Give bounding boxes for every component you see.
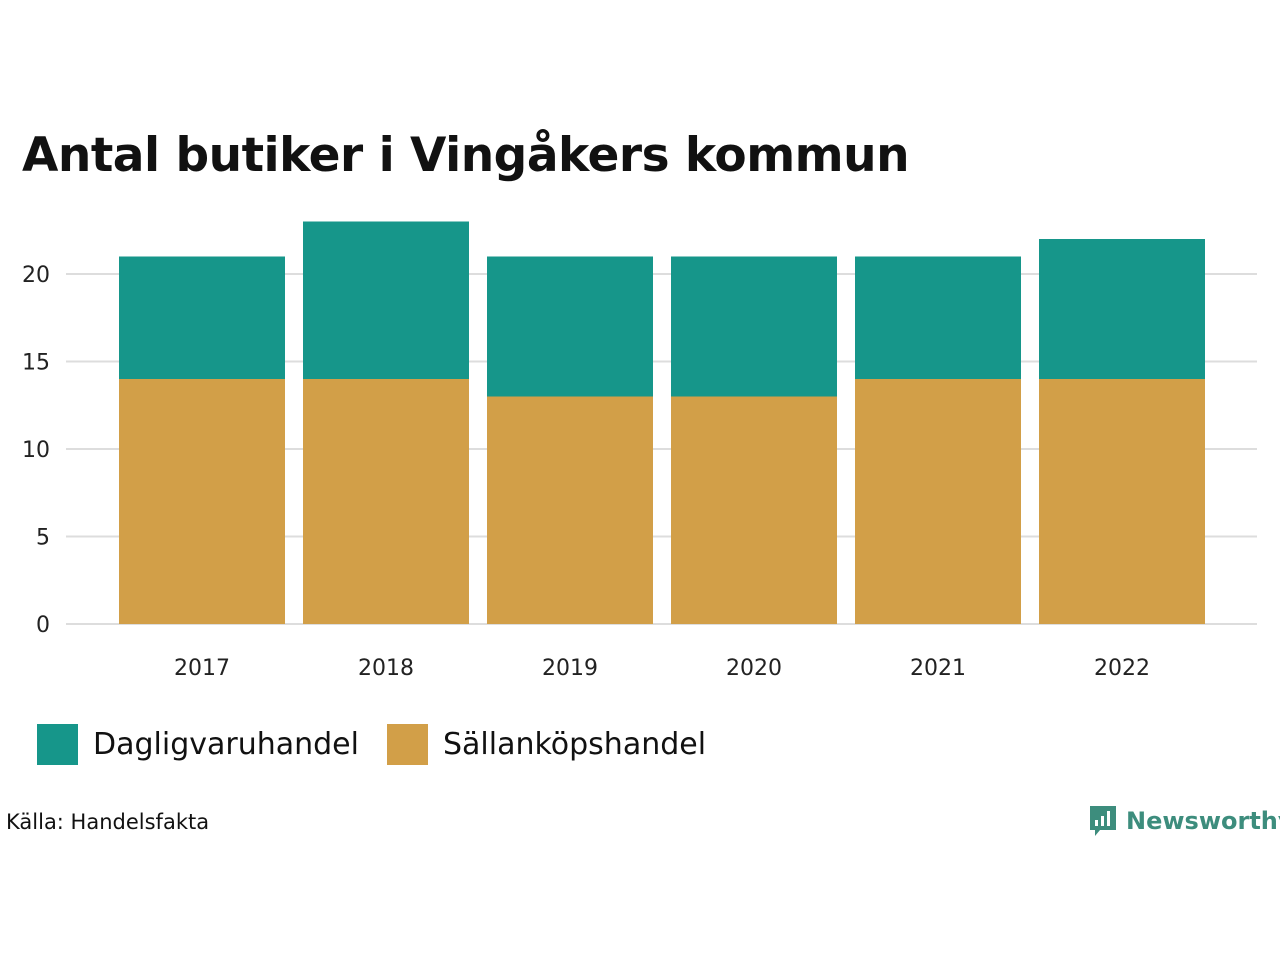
x-tick-label: 2018 <box>358 656 414 681</box>
legend-swatch-sallankopshandel <box>386 724 428 765</box>
y-tick-label: 15 <box>22 351 50 376</box>
legend-swatch-dagligvaruhandel <box>37 724 78 765</box>
bar-sallankopshandel-2018 <box>303 379 469 624</box>
bar-dagligvaruhandel-2018 <box>303 221 469 379</box>
y-tick-label: 0 <box>36 613 50 638</box>
y-tick-label: 20 <box>22 263 50 288</box>
bar-sallankopshandel-2022 <box>1039 379 1205 624</box>
x-tick-label: 2017 <box>174 656 230 681</box>
legend-label-sallankopshandel: Sällanköpshandel <box>442 727 707 762</box>
legend-label-dagligvaruhandel: Dagligvaruhandel <box>93 727 359 762</box>
bar-sallankopshandel-2017 <box>119 379 285 624</box>
chart-title: Antal butiker i Vingåkers kommun <box>22 128 910 183</box>
bar-dagligvaruhandel-2022 <box>1039 239 1205 379</box>
y-tick-label: 5 <box>36 526 50 551</box>
x-tick-label: 2022 <box>1094 656 1150 681</box>
brand-logo: Newsworthy <box>1088 804 1280 838</box>
bar-sallankopshandel-2019 <box>487 396 653 624</box>
bar-dagligvaruhandel-2021 <box>855 256 1021 379</box>
brand-name: Newsworthy <box>1126 807 1280 835</box>
stacked-bar-chart: 0 5 10 15 20 2017 2018 2019 2020 2021 2022 <box>22 221 1257 681</box>
bar-sallankopshandel-2020 <box>671 396 837 624</box>
bar-dagligvaruhandel-2019 <box>487 256 653 397</box>
bar-dagligvaruhandel-2017 <box>119 256 285 379</box>
bar-dagligvaruhandel-2020 <box>671 256 837 397</box>
y-tick-label: 10 <box>22 438 50 463</box>
x-tick-label: 2020 <box>726 656 782 681</box>
source-note: Källa: Handelsfakta <box>6 810 210 834</box>
legend-item-dagligvaruhandel: Dagligvaruhandel <box>37 724 359 765</box>
x-tick-label: 2021 <box>910 656 966 681</box>
legend: Dagligvaruhandel Sällanköpshandel <box>37 724 734 765</box>
bar-chart-speech-bubble-icon <box>1090 806 1116 836</box>
bar-sallankopshandel-2021 <box>855 379 1021 624</box>
legend-item-sallankopshandel: Sällanköpshandel <box>386 724 707 765</box>
x-tick-label: 2019 <box>542 656 598 681</box>
